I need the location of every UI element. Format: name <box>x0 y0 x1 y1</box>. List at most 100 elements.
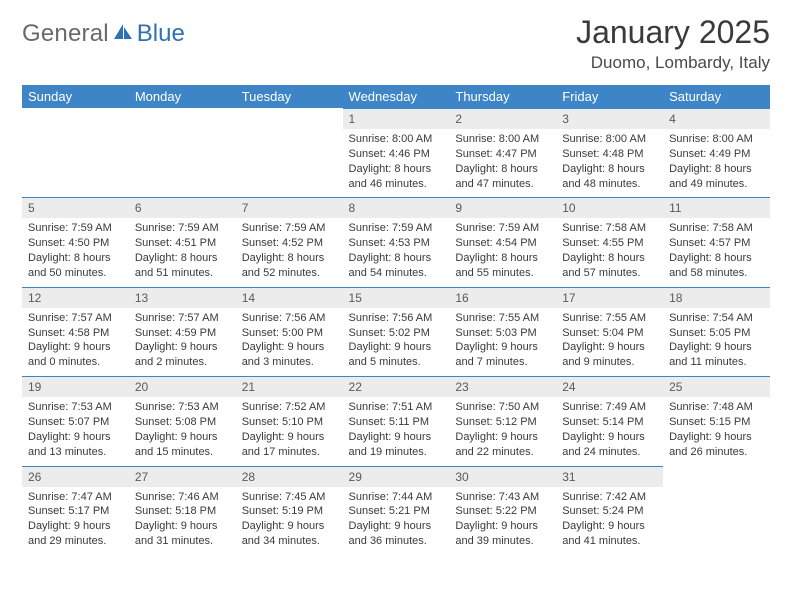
day-number: 24 <box>556 376 663 397</box>
daylight-line: Daylight: 9 hours and 11 minutes. <box>669 340 764 370</box>
sunrise-line: Sunrise: 7:59 AM <box>28 221 123 236</box>
daylight-line: Daylight: 8 hours and 57 minutes. <box>562 251 657 281</box>
daylight-line: Daylight: 8 hours and 58 minutes. <box>669 251 764 281</box>
daylight-line: Daylight: 9 hours and 26 minutes. <box>669 430 764 460</box>
sunset-line: Sunset: 5:02 PM <box>349 326 444 341</box>
sunset-line: Sunset: 5:22 PM <box>455 504 550 519</box>
calendar-day-cell: 18Sunrise: 7:54 AMSunset: 5:05 PMDayligh… <box>663 287 770 376</box>
sunrise-line: Sunrise: 8:00 AM <box>455 132 550 147</box>
day-body: Sunrise: 7:53 AMSunset: 5:07 PMDaylight:… <box>22 397 129 465</box>
daylight-line: Daylight: 8 hours and 51 minutes. <box>135 251 230 281</box>
calendar-day-cell: 19Sunrise: 7:53 AMSunset: 5:07 PMDayligh… <box>22 376 129 465</box>
sunrise-line: Sunrise: 7:59 AM <box>349 221 444 236</box>
calendar-week-row: 1Sunrise: 8:00 AMSunset: 4:46 PMDaylight… <box>22 108 770 197</box>
sunset-line: Sunset: 5:12 PM <box>455 415 550 430</box>
daylight-line: Daylight: 8 hours and 50 minutes. <box>28 251 123 281</box>
day-number: 27 <box>129 466 236 487</box>
day-number: 25 <box>663 376 770 397</box>
calendar-head: SundayMondayTuesdayWednesdayThursdayFrid… <box>22 85 770 108</box>
day-body: Sunrise: 7:56 AMSunset: 5:02 PMDaylight:… <box>343 308 450 376</box>
day-body: Sunrise: 7:53 AMSunset: 5:08 PMDaylight:… <box>129 397 236 465</box>
sunset-line: Sunset: 5:08 PM <box>135 415 230 430</box>
weekday-header: Sunday <box>22 85 129 108</box>
day-number: 23 <box>449 376 556 397</box>
day-body: Sunrise: 7:50 AMSunset: 5:12 PMDaylight:… <box>449 397 556 465</box>
sunrise-line: Sunrise: 7:53 AM <box>28 400 123 415</box>
day-number: 4 <box>663 108 770 129</box>
weekday-header: Saturday <box>663 85 770 108</box>
day-number: 29 <box>343 466 450 487</box>
daylight-line: Daylight: 9 hours and 0 minutes. <box>28 340 123 370</box>
sunrise-line: Sunrise: 7:57 AM <box>28 311 123 326</box>
weekday-header: Monday <box>129 85 236 108</box>
calendar-day-cell: 14Sunrise: 7:56 AMSunset: 5:00 PMDayligh… <box>236 287 343 376</box>
day-body: Sunrise: 7:54 AMSunset: 5:05 PMDaylight:… <box>663 308 770 376</box>
sunset-line: Sunset: 4:58 PM <box>28 326 123 341</box>
day-number: 20 <box>129 376 236 397</box>
header: General Blue January 2025 Duomo, Lombard… <box>22 14 770 73</box>
sunrise-line: Sunrise: 7:49 AM <box>562 400 657 415</box>
sunrise-line: Sunrise: 7:59 AM <box>135 221 230 236</box>
sunrise-line: Sunrise: 7:57 AM <box>135 311 230 326</box>
calendar-day-cell: 25Sunrise: 7:48 AMSunset: 5:15 PMDayligh… <box>663 376 770 465</box>
sunrise-line: Sunrise: 7:56 AM <box>349 311 444 326</box>
sunset-line: Sunset: 5:19 PM <box>242 504 337 519</box>
sunrise-line: Sunrise: 7:47 AM <box>28 490 123 505</box>
brand-logo: General Blue <box>22 14 185 48</box>
daylight-line: Daylight: 8 hours and 47 minutes. <box>455 162 550 192</box>
sunset-line: Sunset: 5:21 PM <box>349 504 444 519</box>
daylight-line: Daylight: 9 hours and 41 minutes. <box>562 519 657 549</box>
location-label: Duomo, Lombardy, Italy <box>576 53 770 73</box>
daylight-line: Daylight: 9 hours and 15 minutes. <box>135 430 230 460</box>
calendar-day-cell: 11Sunrise: 7:58 AMSunset: 4:57 PMDayligh… <box>663 197 770 286</box>
calendar-day-cell: 12Sunrise: 7:57 AMSunset: 4:58 PMDayligh… <box>22 287 129 376</box>
day-body: Sunrise: 7:57 AMSunset: 4:58 PMDaylight:… <box>22 308 129 376</box>
calendar-day-cell: 9Sunrise: 7:59 AMSunset: 4:54 PMDaylight… <box>449 197 556 286</box>
sunrise-line: Sunrise: 7:59 AM <box>455 221 550 236</box>
title-block: January 2025 Duomo, Lombardy, Italy <box>576 14 770 73</box>
sunrise-line: Sunrise: 8:00 AM <box>349 132 444 147</box>
day-number: 19 <box>22 376 129 397</box>
daylight-line: Daylight: 9 hours and 29 minutes. <box>28 519 123 549</box>
daylight-line: Daylight: 8 hours and 52 minutes. <box>242 251 337 281</box>
sunset-line: Sunset: 5:18 PM <box>135 504 230 519</box>
calendar-day-cell <box>129 108 236 197</box>
calendar-day-cell: 15Sunrise: 7:56 AMSunset: 5:02 PMDayligh… <box>343 287 450 376</box>
day-body: Sunrise: 7:59 AMSunset: 4:53 PMDaylight:… <box>343 218 450 286</box>
day-body: Sunrise: 7:52 AMSunset: 5:10 PMDaylight:… <box>236 397 343 465</box>
calendar-day-cell: 2Sunrise: 8:00 AMSunset: 4:47 PMDaylight… <box>449 108 556 197</box>
day-number: 9 <box>449 197 556 218</box>
day-body: Sunrise: 7:47 AMSunset: 5:17 PMDaylight:… <box>22 487 129 555</box>
sunrise-line: Sunrise: 7:58 AM <box>669 221 764 236</box>
sunrise-line: Sunrise: 7:44 AM <box>349 490 444 505</box>
day-number: 31 <box>556 466 663 487</box>
sunrise-line: Sunrise: 7:59 AM <box>242 221 337 236</box>
sunrise-line: Sunrise: 7:45 AM <box>242 490 337 505</box>
daylight-line: Daylight: 8 hours and 48 minutes. <box>562 162 657 192</box>
sunrise-line: Sunrise: 7:42 AM <box>562 490 657 505</box>
sunrise-line: Sunrise: 7:55 AM <box>455 311 550 326</box>
day-number: 17 <box>556 287 663 308</box>
sunrise-line: Sunrise: 7:54 AM <box>669 311 764 326</box>
sunset-line: Sunset: 4:59 PM <box>135 326 230 341</box>
weekday-header: Friday <box>556 85 663 108</box>
day-number: 18 <box>663 287 770 308</box>
sunrise-line: Sunrise: 7:53 AM <box>135 400 230 415</box>
calendar-day-cell: 1Sunrise: 8:00 AMSunset: 4:46 PMDaylight… <box>343 108 450 197</box>
calendar-body: 1Sunrise: 8:00 AMSunset: 4:46 PMDaylight… <box>22 108 770 555</box>
calendar-table: SundayMondayTuesdayWednesdayThursdayFrid… <box>22 85 770 555</box>
day-body: Sunrise: 8:00 AMSunset: 4:48 PMDaylight:… <box>556 129 663 197</box>
calendar-day-cell: 23Sunrise: 7:50 AMSunset: 5:12 PMDayligh… <box>449 376 556 465</box>
sunrise-line: Sunrise: 7:50 AM <box>455 400 550 415</box>
brand-part1: General <box>22 20 109 48</box>
calendar-day-cell: 17Sunrise: 7:55 AMSunset: 5:04 PMDayligh… <box>556 287 663 376</box>
calendar-day-cell: 6Sunrise: 7:59 AMSunset: 4:51 PMDaylight… <box>129 197 236 286</box>
sunset-line: Sunset: 4:57 PM <box>669 236 764 251</box>
calendar-day-cell: 16Sunrise: 7:55 AMSunset: 5:03 PMDayligh… <box>449 287 556 376</box>
sunrise-line: Sunrise: 7:48 AM <box>669 400 764 415</box>
daylight-line: Daylight: 8 hours and 54 minutes. <box>349 251 444 281</box>
daylight-line: Daylight: 8 hours and 46 minutes. <box>349 162 444 192</box>
sunrise-line: Sunrise: 8:00 AM <box>669 132 764 147</box>
day-body: Sunrise: 8:00 AMSunset: 4:49 PMDaylight:… <box>663 129 770 197</box>
sunrise-line: Sunrise: 7:56 AM <box>242 311 337 326</box>
